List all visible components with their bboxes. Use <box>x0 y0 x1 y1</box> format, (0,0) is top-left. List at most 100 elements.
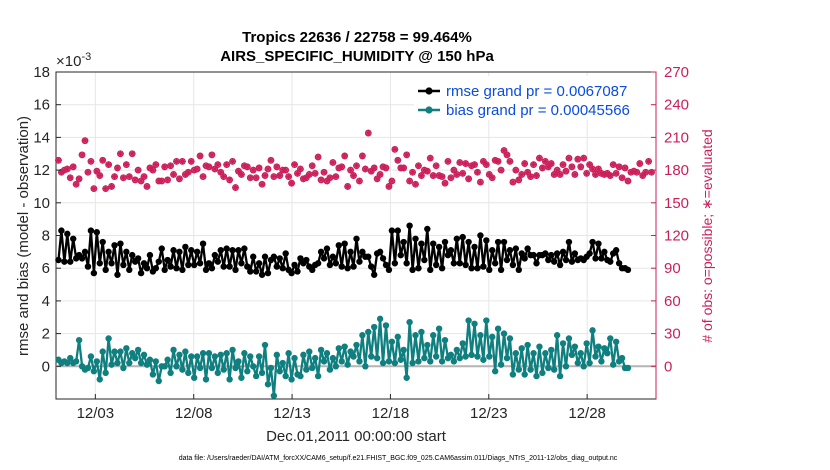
rmse-point <box>220 263 227 270</box>
rmse-point <box>388 227 396 234</box>
bias-point <box>155 377 162 385</box>
legend-rmse-label: rmse grand pr = 0.0067087 <box>446 83 627 100</box>
obs-evaluated-point <box>544 163 552 171</box>
obs-evaluated-point <box>373 175 381 183</box>
rmse-point <box>356 258 363 265</box>
rmse-point <box>400 238 407 246</box>
y-right-tick-label: 270 <box>664 64 689 81</box>
rmse-point <box>483 237 490 244</box>
obs-evaluated-stroke <box>176 176 183 182</box>
rmse-point <box>282 250 289 257</box>
obs-evaluated-point <box>547 160 555 167</box>
obs-evaluated-point <box>536 154 543 162</box>
y-left-tick-label: 10 <box>33 195 50 212</box>
obs-evaluated-stroke <box>215 161 221 168</box>
rmse-point <box>612 247 620 254</box>
obs-evaluated-stroke <box>577 164 584 170</box>
bias-point <box>131 354 139 362</box>
obs-evaluated-stroke <box>226 177 233 183</box>
rmse-point <box>427 266 434 274</box>
rmse-point <box>394 227 402 234</box>
obs-evaluated-stroke <box>430 172 436 179</box>
obs-evaluated-stroke <box>580 155 587 161</box>
obs-evaluated-point <box>494 158 502 165</box>
obs-evaluated-stroke <box>462 160 469 167</box>
obs-evaluated-point <box>338 163 346 171</box>
bias-point <box>435 325 443 332</box>
obs-evaluated-stroke <box>377 171 383 178</box>
obs-evaluated-stroke <box>147 165 153 171</box>
obs-evaluated-stroke <box>371 165 377 171</box>
rmse-point <box>471 243 478 251</box>
rmse-point <box>438 265 446 272</box>
obs-evaluated-point <box>465 175 472 183</box>
obs-evaluated-point <box>424 167 431 175</box>
obs-evaluated-point <box>483 161 490 168</box>
obs-evaluated-stroke <box>282 167 289 173</box>
bias-point <box>415 358 422 365</box>
bias-point <box>574 359 582 367</box>
rmse-point <box>477 232 484 239</box>
obs-evaluated-point <box>412 180 419 188</box>
bias-point <box>503 354 511 362</box>
obs-evaluated-point <box>432 162 440 170</box>
rmse-point <box>170 247 177 254</box>
bias-point <box>553 332 561 339</box>
rmse-point <box>350 263 357 270</box>
rmse-point <box>317 248 325 256</box>
obs-evaluated-stroke <box>129 150 135 157</box>
bias-point <box>75 336 83 344</box>
rmse-point <box>208 265 216 272</box>
bias-point <box>217 351 224 359</box>
obs-evaluated-stroke <box>563 168 569 174</box>
obs-evaluated-point <box>314 153 322 161</box>
bias-point <box>601 345 608 352</box>
bias-point <box>412 332 419 339</box>
obs-evaluated-stroke <box>79 152 85 158</box>
obs-evaluated-stroke <box>256 165 262 171</box>
rmse-point <box>161 266 168 274</box>
rmse-point <box>382 261 390 269</box>
obs-evaluated-stroke <box>138 178 144 184</box>
bias-point <box>117 348 124 355</box>
obs-evaluated-point <box>636 160 644 167</box>
obs-evaluated-point <box>367 167 375 175</box>
bias-point <box>300 351 307 359</box>
y-right-tick-label: 0 <box>664 358 672 375</box>
bias-point <box>87 353 95 360</box>
rmse-point <box>252 268 260 275</box>
rmse-point <box>586 250 593 257</box>
obs-evaluated-stroke <box>179 158 186 165</box>
bias-point <box>64 359 71 367</box>
obs-evaluated-point <box>403 151 410 159</box>
bias-point <box>123 345 130 352</box>
obs-evaluated-stroke <box>217 169 224 176</box>
bias-point <box>232 364 239 372</box>
obs-evaluated-point <box>173 158 180 165</box>
obs-evaluated-stroke <box>223 161 230 168</box>
rmse-point <box>87 227 95 234</box>
obs-evaluated-stroke <box>586 161 593 168</box>
bias-point <box>368 353 375 360</box>
rmse-point <box>359 248 366 256</box>
obs-evaluated-point <box>158 177 166 185</box>
obs-evaluated-point <box>102 185 109 192</box>
obs-evaluated-stroke <box>285 173 292 180</box>
rmse-point <box>550 258 558 265</box>
obs-evaluated-point <box>267 156 275 164</box>
rmse-point <box>421 256 428 264</box>
bias-point <box>350 353 357 360</box>
obs-evaluated-point <box>527 173 534 180</box>
bias-point <box>397 356 404 363</box>
bias-point <box>373 354 381 362</box>
rmse-point <box>323 245 331 252</box>
rmse-point <box>509 261 517 269</box>
bias-point <box>255 353 263 360</box>
x-tick-label: 12/03 <box>77 405 115 422</box>
obs-evaluated-stroke <box>197 153 203 159</box>
obs-evaluated-point <box>462 160 469 167</box>
obs-evaluated-stroke <box>88 158 94 165</box>
bias-point <box>474 353 481 360</box>
rmse-point <box>182 243 189 251</box>
obs-evaluated-stroke <box>212 166 218 172</box>
